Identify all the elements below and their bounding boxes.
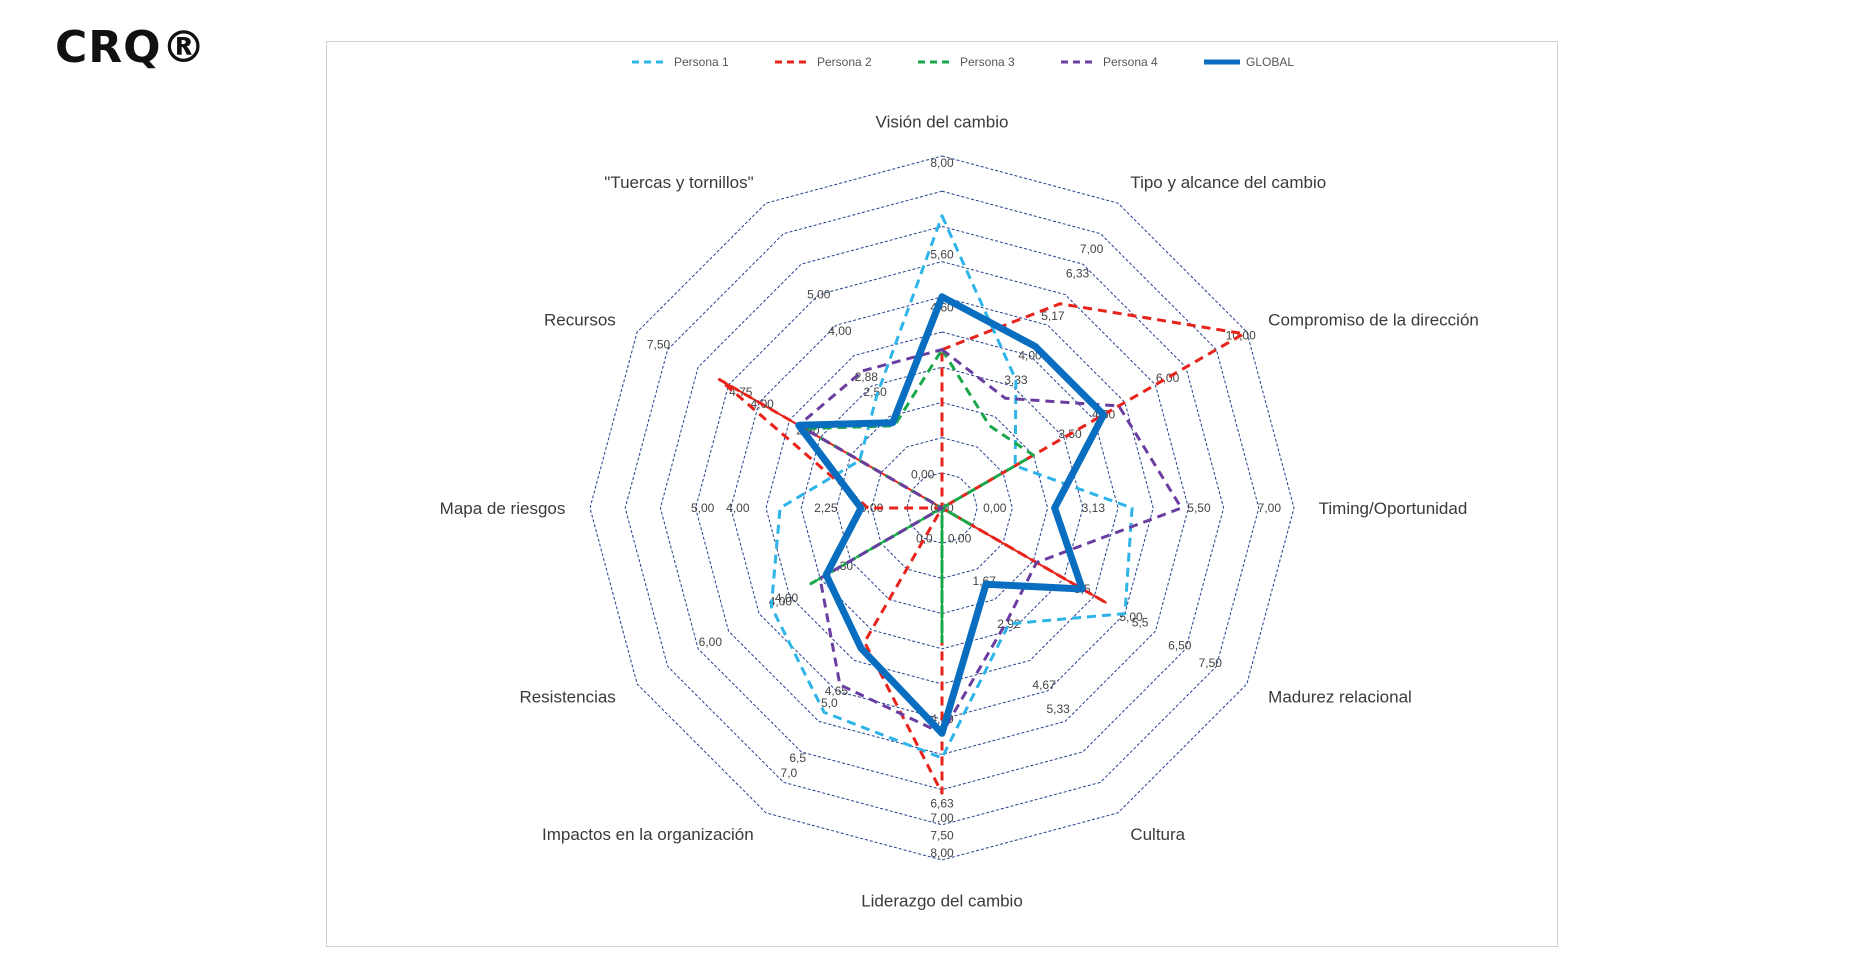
tick-label: 5,00 [691,501,715,515]
tick-label: 6,33 [1066,266,1090,280]
tick-label: 5,17 [1041,309,1065,323]
legend-item: Persona 3 [918,55,1015,69]
chart-area: Persona 1 Persona 2 Persona 3 Persona 4 GLOB… [326,41,1558,947]
axis-label: Madurez relacional [1268,687,1412,706]
axis-label: Liderazgo del cambio [861,892,1023,911]
tick-label: 5,00 [807,288,831,302]
tick-label: 4,00 [775,591,799,605]
tick-label: 6,50 [1168,638,1192,652]
tick-label: 5,60 [930,248,954,262]
series-line-global [795,293,1108,737]
tick-label: 6,5 [789,751,806,765]
tick-label: 7,00 [930,811,954,825]
radar-chart: Persona 1 Persona 2 Persona 3 Persona 4 GLOB… [440,55,1479,911]
series-line-persona-3 [803,348,1035,644]
tick-label: 5,50 [1187,501,1211,515]
legend-item: Persona 2 [775,55,872,69]
series-lines [717,214,1246,795]
legend-item: Persona 1 [632,55,729,69]
tick-label: 5,00 [1119,610,1143,624]
tick-label: 6,00 [699,635,723,649]
tick-label: 7,50 [1199,656,1223,670]
tick-label: 7,50 [647,337,671,351]
legend-label: Persona 4 [1103,55,1158,69]
tick-label: 2,50 [863,385,887,399]
legend-label: Persona 3 [960,55,1015,69]
tick-label: 4,00 [726,501,750,515]
tick-label: 8,00 [930,156,954,170]
axis-label: Visión del cambio [876,112,1009,131]
grid-ring-9 [624,190,1260,826]
legend-item: Persona 4 [1061,55,1158,69]
tick-label: 2,25 [814,501,838,515]
tick-label: 6,63 [930,797,954,811]
legend-item: GLOBAL [1204,55,1294,69]
grid-ring-10 [589,155,1295,861]
tick-label: 4,00 [769,594,793,608]
tick-label: 5,33 [1046,702,1070,716]
axis-label: Impactos en la organización [542,825,754,844]
tick-label: 8,00 [930,846,954,860]
tick-label: 7,0 [781,766,798,780]
tick-label: 7,00 [1258,501,1282,515]
axis-label: Cultura [1130,825,1185,844]
axis-label: Mapa de riesgos [440,499,566,518]
legend-label: GLOBAL [1246,55,1294,69]
tick-label: 0,0 [916,531,933,545]
series-line-persona-4 [797,348,1183,735]
axis-label: Compromiso de la dirección [1268,311,1479,330]
tick-label: 0,00 [911,467,935,481]
chart-legend: Persona 1 Persona 2 Persona 3 Persona 4 GLOB… [632,55,1294,69]
axis-label: Resistencias [519,687,615,706]
tick-label: 0,00 [983,501,1007,515]
tick-label: 3,13 [1082,501,1106,515]
legend-label: Persona 1 [674,55,729,69]
tick-label: 2,88 [855,370,879,384]
tick-label: 5,0 [821,696,838,710]
axis-label: "Tuercas y tornillos" [604,173,753,192]
axis-label: Tipo y alcance del cambio [1130,173,1326,192]
tick-label: 5,5 [1132,615,1149,629]
tick-label: 4,67 [1032,678,1056,692]
axis-label: Recursos [544,311,616,330]
tick-label: 4,00 [828,324,852,338]
legend-label: Persona 2 [817,55,872,69]
axis-label: Timing/Oportunidad [1319,499,1468,518]
grid-ring-4 [800,366,1084,650]
tick-label: 0,00 [948,531,972,545]
brand-title: CRQ® [55,22,207,73]
series-line-persona-2 [717,302,1246,795]
axis-labels: Visión del cambio Tipo y alcance del camb… [440,112,1479,910]
tick-label: 7,00 [1080,242,1104,256]
tick-label: 7,50 [930,828,954,842]
